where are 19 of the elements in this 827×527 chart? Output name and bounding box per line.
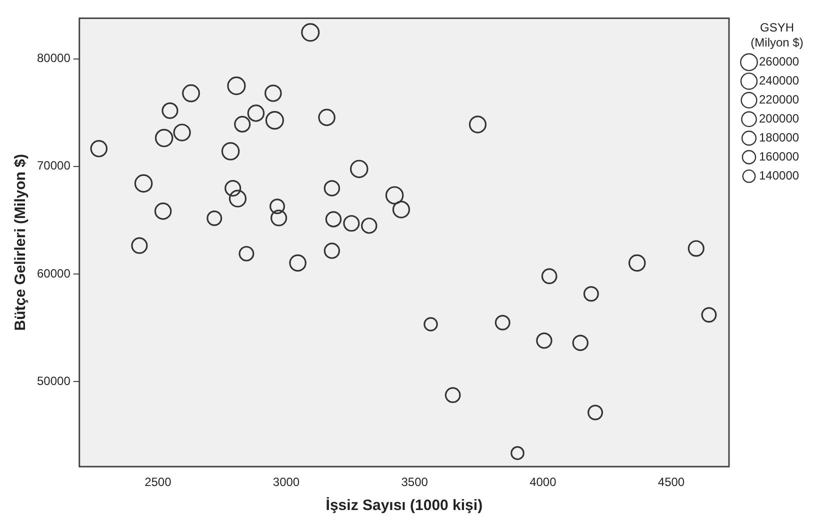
legend-label: 240000: [759, 74, 800, 88]
y-tick-label: 50000: [36, 374, 71, 388]
legend-label: 220000: [759, 92, 800, 107]
legend-label: 140000: [759, 168, 800, 183]
x-tick-label: 4000: [530, 475, 557, 490]
x-tick-label: 4500: [658, 475, 685, 490]
x-axis-title: İşsiz Sayısı (1000 kişi): [326, 497, 483, 514]
x-tick-label: 3500: [401, 475, 428, 490]
legend-label: 200000: [759, 112, 800, 126]
y-tick-label: 70000: [36, 158, 71, 173]
legend-label: 260000: [759, 54, 800, 69]
legend-title: GSYH (Milyon $): [750, 20, 804, 50]
y-tick-label: 60000: [36, 266, 71, 280]
y-axis-title: Bütçe Gelirleri (Milyon $): [12, 154, 30, 331]
legend-label: 160000: [759, 150, 800, 164]
y-tick-label: 80000: [36, 51, 71, 66]
x-tick-label: 3000: [272, 475, 300, 490]
x-tick-label: 2500: [144, 475, 172, 490]
legend-label: 180000: [759, 130, 800, 145]
